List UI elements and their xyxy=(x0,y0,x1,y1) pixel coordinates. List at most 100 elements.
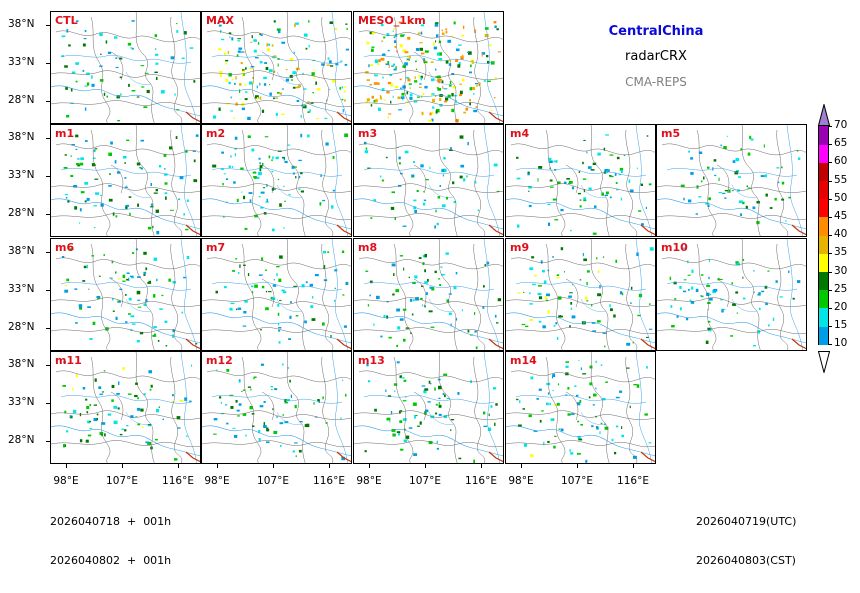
colorbar-segment xyxy=(818,144,829,163)
init-time-footer: 2026040718 + 001h 2026040802 + 001h xyxy=(50,489,171,593)
radar-map xyxy=(51,352,200,463)
colorbar-level-label: 55 xyxy=(834,173,848,186)
colorbar-tick xyxy=(829,126,832,127)
radar-map xyxy=(202,12,351,123)
ensemble-panel-m14: m14 xyxy=(505,351,656,464)
radar-map xyxy=(51,239,200,350)
region-title: CentralChina xyxy=(608,24,704,39)
lat-tick xyxy=(46,328,50,329)
lon-label: 98°E xyxy=(356,475,382,487)
lon-tick xyxy=(425,464,426,468)
valid-time-utc: 2026040719(UTC) xyxy=(696,515,797,528)
colorbar-level-label: 60 xyxy=(834,155,848,168)
colorbar-level-label: 65 xyxy=(834,137,848,150)
colorbar-level-label: 20 xyxy=(834,301,848,313)
lon-label: 98°E xyxy=(508,475,534,487)
colorbar-level-label: 70 xyxy=(834,119,848,131)
ensemble-panel-m1: m1 xyxy=(50,124,201,237)
lon-tick xyxy=(122,464,123,468)
colorbar-tick xyxy=(829,235,832,237)
colorbar-segment xyxy=(818,289,829,309)
lon-tick xyxy=(273,464,274,468)
lat-label: 33°N xyxy=(8,169,35,181)
panel-label: m8 xyxy=(358,241,378,254)
lat-tick xyxy=(46,252,50,253)
lon-tick xyxy=(217,464,218,468)
lat-tick xyxy=(46,101,50,102)
radar-map xyxy=(202,239,351,350)
colorbar-under-arrow xyxy=(818,351,830,373)
lon-label: 107°E xyxy=(409,475,441,487)
lat-tick xyxy=(46,441,50,442)
lat-label: 28°N xyxy=(8,321,35,333)
colorbar-tick xyxy=(829,162,832,164)
lon-label: 116°E xyxy=(162,475,194,487)
lat-label: 33°N xyxy=(8,283,35,295)
ensemble-panel-m9: m9 xyxy=(505,238,656,351)
lat-tick xyxy=(46,138,50,139)
lat-tick xyxy=(46,403,50,404)
colorbar-tick xyxy=(829,253,832,255)
panel-label: m13 xyxy=(358,354,385,367)
colorbar-segment xyxy=(818,180,829,200)
radar-map xyxy=(202,125,351,236)
colorbar-tick xyxy=(829,217,832,218)
panel-label: m10 xyxy=(661,241,688,254)
init-time-utc: 2026040718 + 001h xyxy=(50,515,172,528)
radar-map xyxy=(51,125,200,236)
ensemble-panel-m8: m8 xyxy=(353,238,504,351)
ensemble-panel-m4: m4 xyxy=(505,124,656,237)
valid-time-footer: 2026040719(UTC) 2026040803(CST) xyxy=(696,489,796,593)
colorbar-level-label: 40 xyxy=(834,228,848,241)
radar-map xyxy=(506,352,655,463)
panel-label: m3 xyxy=(358,127,378,140)
lon-label: 107°E xyxy=(257,475,289,487)
reflectivity-colorbar: 10 15 20 25 30 35 40 45 50 55 60 65 70 xyxy=(818,104,858,374)
panel-label: m14 xyxy=(510,354,537,367)
lon-tick xyxy=(369,464,370,468)
radar-map xyxy=(354,12,503,123)
ensemble-panel-meso-1km: MESO_1km xyxy=(353,11,504,124)
panel-label: m2 xyxy=(206,127,226,140)
lon-label: 116°E xyxy=(465,475,497,487)
lat-tick xyxy=(46,365,50,366)
ensemble-panel-ctl: CTL xyxy=(50,11,201,124)
lon-tick xyxy=(329,464,330,468)
lon-label: 107°E xyxy=(106,475,138,487)
panel-label: CTL xyxy=(55,14,78,27)
ensemble-panel-m12: m12 xyxy=(201,351,352,464)
valid-time-cst: 2026040803(CST) xyxy=(696,554,796,567)
radar-map xyxy=(506,239,655,350)
lon-tick xyxy=(481,464,482,468)
ensemble-panel-m10: m10 xyxy=(656,238,807,351)
panel-label: m1 xyxy=(55,127,75,140)
ensemble-panel-m7: m7 xyxy=(201,238,352,351)
lat-label: 28°N xyxy=(8,207,35,219)
ensemble-panel-m6: m6 xyxy=(50,238,201,351)
colorbar-segment xyxy=(818,235,829,254)
colorbar-level-label: 45 xyxy=(834,210,848,222)
lon-label: 107°E xyxy=(561,475,593,487)
lat-tick xyxy=(46,63,50,64)
lat-label: 33°N xyxy=(8,396,35,408)
ensemble-panel-m3: m3 xyxy=(353,124,504,237)
lon-label: 116°E xyxy=(617,475,649,487)
radar-map xyxy=(354,125,503,236)
colorbar-level-label: 30 xyxy=(834,264,848,277)
colorbar-segment xyxy=(818,162,829,182)
colorbar-level-label: 15 xyxy=(834,319,848,332)
lat-tick xyxy=(46,214,50,215)
colorbar-tick xyxy=(829,144,832,146)
colorbar-segment xyxy=(818,198,829,218)
colorbar-segment xyxy=(818,326,829,345)
lat-label: 28°N xyxy=(8,434,35,446)
lon-tick xyxy=(66,464,67,468)
panel-label: m5 xyxy=(661,127,681,140)
panel-label: m6 xyxy=(55,241,75,254)
lat-label: 33°N xyxy=(8,56,35,68)
lon-tick xyxy=(521,464,522,468)
lat-tick xyxy=(46,176,50,177)
lon-label: 116°E xyxy=(313,475,345,487)
lon-tick xyxy=(633,464,634,468)
panel-label: m9 xyxy=(510,241,530,254)
